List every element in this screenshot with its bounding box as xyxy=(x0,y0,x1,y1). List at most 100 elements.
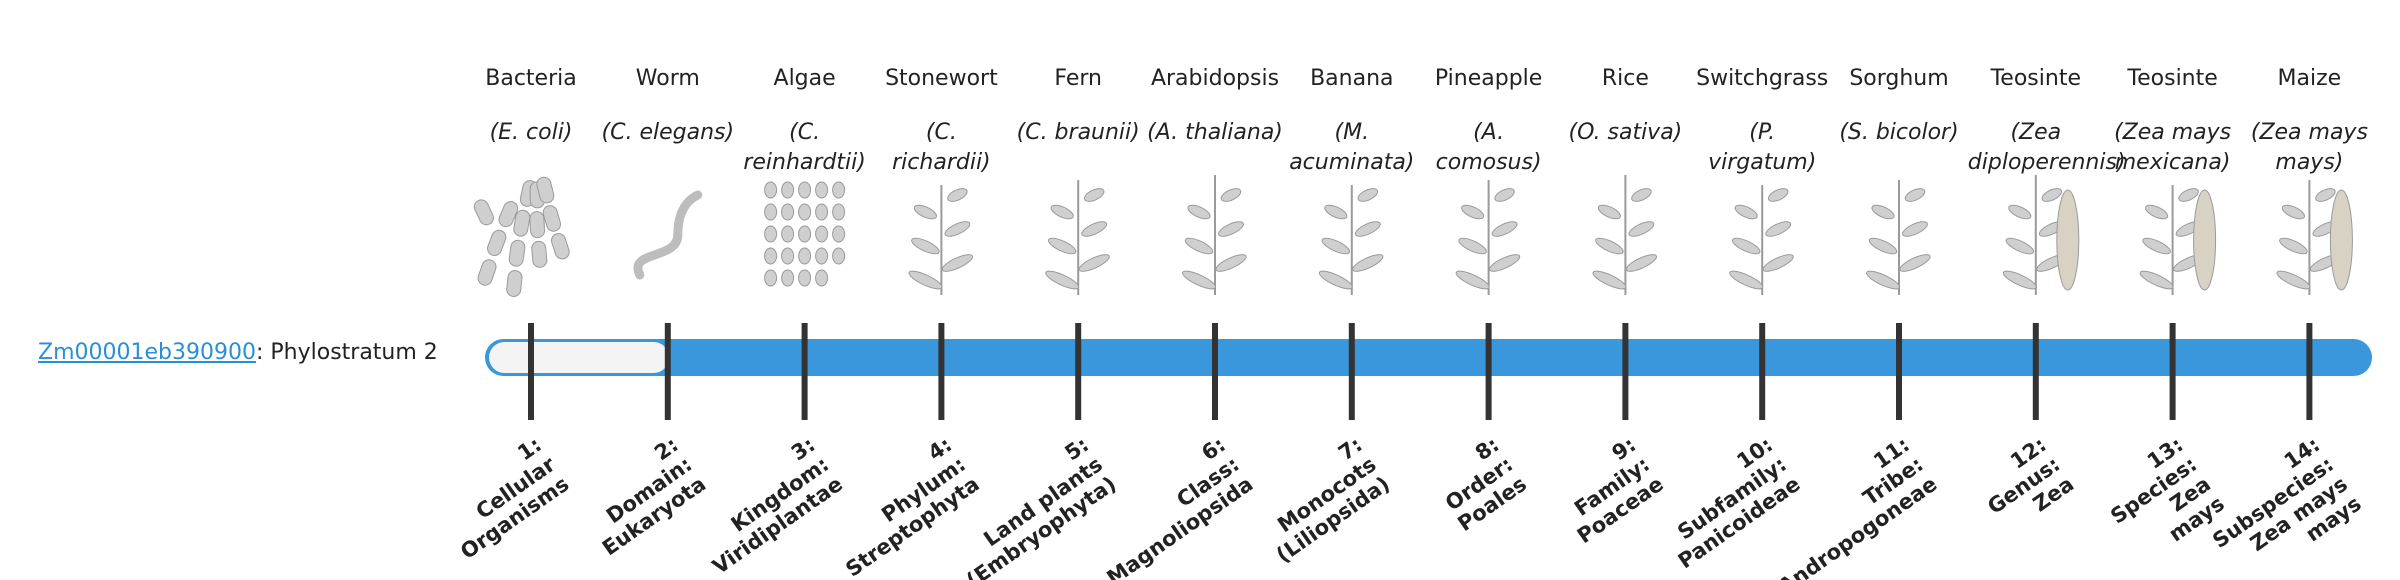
leaf xyxy=(2276,270,2311,290)
alga xyxy=(798,225,812,243)
leaf xyxy=(2279,237,2308,255)
alga xyxy=(781,203,795,221)
leaf xyxy=(1902,221,1928,237)
leaf xyxy=(1731,237,1761,255)
leaf xyxy=(1904,188,1926,202)
gene-label: Zm00001eb390900: Phylostratum 2 xyxy=(38,340,438,365)
leaf xyxy=(1628,221,1655,237)
leaf xyxy=(2008,204,2032,220)
gene-link[interactable]: Zm00001eb390900 xyxy=(38,340,256,365)
leaf xyxy=(1762,254,1794,272)
leaf xyxy=(1866,270,1900,290)
stratum-label: 7:Monocots(Liliopsida) xyxy=(1272,432,1394,567)
alga xyxy=(815,247,829,265)
alga xyxy=(781,269,795,287)
alga xyxy=(781,225,795,243)
bacterium xyxy=(513,209,531,237)
alga xyxy=(781,247,795,265)
organism-image xyxy=(473,176,570,297)
leaf xyxy=(908,270,943,290)
bacterium xyxy=(531,240,548,268)
organism-name: Worm xyxy=(635,66,700,91)
leaf xyxy=(1765,221,1792,237)
leaf xyxy=(944,221,971,237)
organism-name: Teosinte xyxy=(1990,66,2081,91)
leaf xyxy=(941,254,974,272)
alga xyxy=(832,225,846,243)
alga xyxy=(832,203,846,221)
organism-image xyxy=(1455,180,1521,295)
leaf xyxy=(1050,204,1074,220)
organism-species: (A. thaliana) xyxy=(1147,120,1283,145)
stratum-label: 9:Family:Poaceae xyxy=(1570,432,1668,548)
alga xyxy=(815,225,829,243)
alga xyxy=(798,181,812,199)
stratum-label: 3:Kingdom:Viridiplantae xyxy=(708,432,847,579)
leaf xyxy=(1494,188,1515,202)
leaf xyxy=(2281,204,2305,220)
stratum-label: 10:Subfamily:Panicoideae xyxy=(1673,432,1804,573)
organism-image xyxy=(1592,175,1658,295)
bacterium xyxy=(498,201,519,228)
bacterium xyxy=(529,211,546,239)
alga xyxy=(781,181,795,199)
bacterium xyxy=(477,259,497,286)
bacterium xyxy=(487,229,507,256)
leaf xyxy=(1458,237,1487,255)
leaf xyxy=(911,237,940,255)
strata-bar-empty xyxy=(489,342,669,373)
organism-name: Bacteria xyxy=(485,66,577,91)
organism-image xyxy=(2002,175,2080,295)
cob xyxy=(2193,189,2217,291)
leaf xyxy=(1625,254,1658,272)
leaf xyxy=(1184,237,1214,255)
leaf xyxy=(1729,270,1764,290)
organism-species: (Zea mays mays) xyxy=(2250,120,2368,175)
leaf xyxy=(1868,237,1898,255)
alga xyxy=(764,181,778,199)
organism-species: (E. coli) xyxy=(489,120,573,145)
organism-name: Sorghum xyxy=(1849,66,1949,91)
organism-species: (Zea mays mexicana) xyxy=(2114,120,2232,175)
bacterium xyxy=(536,176,555,204)
organism-image xyxy=(908,185,974,295)
bacterium xyxy=(506,270,523,297)
phylostratum-label: : Phylostratum 2 xyxy=(255,340,438,365)
alga xyxy=(832,181,846,199)
stratum-label: 12:Genus:Zea xyxy=(1983,432,2078,519)
leaf xyxy=(1352,254,1384,272)
organism-name: Teosinte xyxy=(2127,66,2218,91)
leaf xyxy=(913,204,937,220)
alga xyxy=(798,247,812,265)
stratum-label: 2:Domain:Eukaryota xyxy=(598,432,710,560)
alga xyxy=(764,269,778,287)
leaf xyxy=(1461,204,1485,220)
alga xyxy=(815,269,829,287)
leaf xyxy=(2142,237,2171,255)
organism-species: (C. reinhardtii) xyxy=(743,120,866,175)
organism-image xyxy=(1318,185,1384,295)
leaf xyxy=(1899,254,1931,272)
alga xyxy=(815,181,829,199)
leaf xyxy=(2041,188,2063,202)
leaf xyxy=(1081,221,1108,237)
alga xyxy=(798,203,812,221)
organism-image xyxy=(633,190,703,280)
organism-species: (S. bicolor) xyxy=(1839,120,1959,145)
organism-species: (C. richardii) xyxy=(892,120,991,175)
organism-name: Banana xyxy=(1310,66,1394,91)
organism-species: (A. comosus) xyxy=(1435,120,1542,175)
leaf xyxy=(1187,204,1211,220)
organism-species: (C. elegans) xyxy=(601,120,735,145)
leaf xyxy=(1354,221,1381,237)
stratum-label: 8:Order:Poales xyxy=(1441,432,1531,536)
bacterium xyxy=(551,233,570,260)
bacterium xyxy=(542,205,562,232)
alga xyxy=(764,225,778,243)
leaf xyxy=(2315,188,2336,202)
leaf xyxy=(1595,237,1624,255)
leaf xyxy=(1318,270,1353,290)
